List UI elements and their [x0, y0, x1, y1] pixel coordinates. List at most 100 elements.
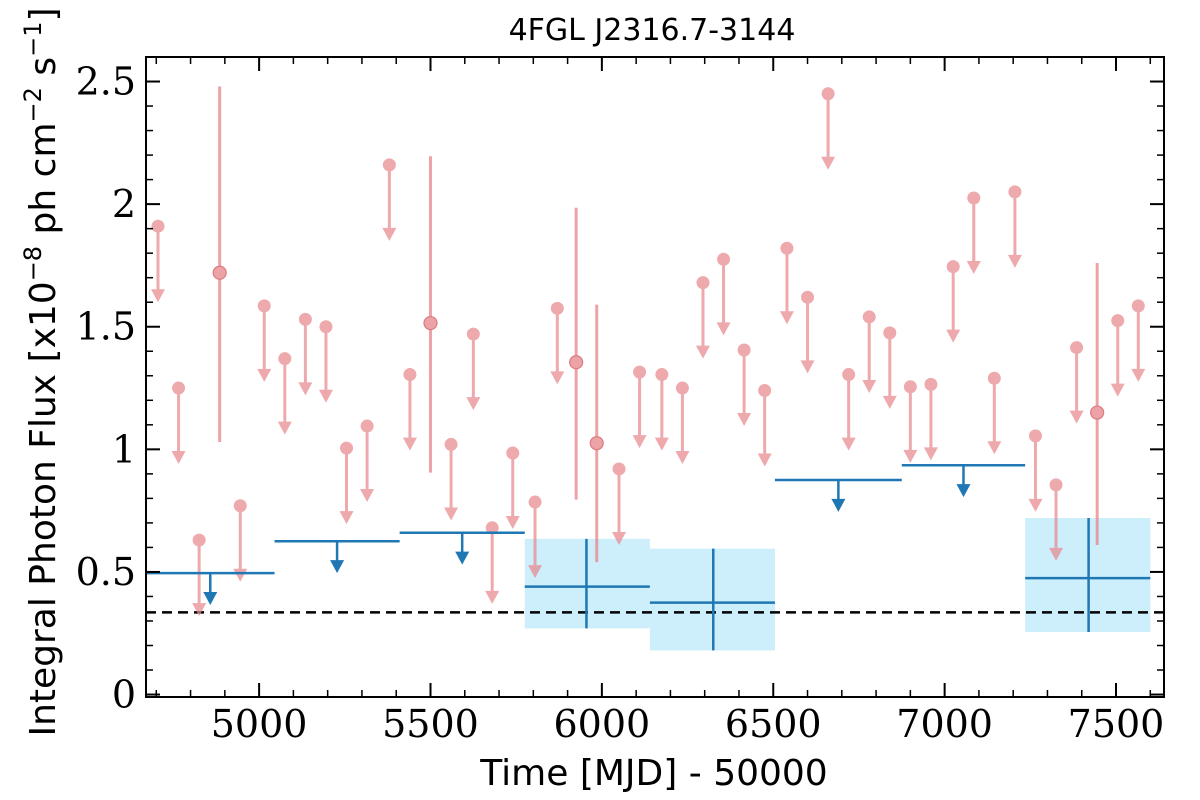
short-bin-upper-limit-arrow — [339, 511, 354, 525]
short-bin-upper-limit-34 — [946, 260, 961, 343]
short-bin-upper-limit-42 — [1131, 299, 1146, 382]
short-bin-upper-limit-4 — [257, 299, 272, 382]
short-bin-detection-4 — [1090, 262, 1105, 545]
short-bin-upper-limit-1 — [171, 381, 186, 465]
short-bin-upper-limit-33 — [923, 377, 938, 461]
short-bin-upper-limit-14 — [485, 521, 500, 604]
short-bin-upper-limit-32 — [903, 380, 918, 463]
long-bin-upper-limit-arrow — [203, 592, 218, 606]
short-bin-upper-limit-marker — [403, 368, 417, 382]
long-bin-upper-limit-2 — [399, 531, 525, 565]
short-bin-upper-limit-arrow — [737, 413, 752, 427]
short-bin-upper-limit-marker — [946, 260, 960, 274]
y-axis-title-mid2: s — [23, 57, 64, 87]
short-bin-upper-limit-16 — [528, 495, 543, 579]
short-bin-upper-limit-marker — [485, 521, 499, 535]
short-bin-upper-limit-15 — [505, 446, 520, 530]
short-bin-upper-limit-arrow — [257, 368, 272, 382]
short-bin-detection-marker — [589, 436, 604, 451]
short-bin-upper-limit-arrow — [528, 565, 543, 579]
short-bin-upper-limit-arrow — [382, 227, 397, 241]
short-bin-upper-limit-arrow — [402, 437, 417, 451]
short-bin-upper-limit-marker — [967, 191, 981, 205]
short-bin-upper-limit-marker — [151, 219, 165, 233]
short-bin-upper-limit-marker — [192, 533, 206, 547]
short-bin-upper-limit-marker — [758, 383, 772, 397]
short-bin-upper-limit-arrow — [946, 329, 961, 343]
short-bin-upper-limit-arrow — [654, 437, 669, 451]
short-bin-upper-limit-marker — [675, 381, 689, 395]
chart-title: 4FGL J2316.7-3144 — [509, 13, 796, 48]
long-bin-upper-limit-3 — [774, 478, 902, 512]
short-bin-upper-limit-marker — [550, 301, 564, 315]
short-bin-upper-limit-arrow — [903, 449, 918, 463]
short-bin-upper-limit-marker — [633, 365, 647, 379]
x-tick-label: 6500 — [725, 702, 822, 746]
long-bin-detection-0 — [524, 538, 650, 629]
short-bin-upper-limit-arrow — [821, 156, 836, 170]
short-bin-upper-limit-arrow — [466, 397, 481, 411]
short-bin-upper-limit-marker — [1049, 478, 1063, 492]
short-bin-upper-limit-arrow — [716, 322, 731, 336]
short-bin-upper-limit-arrow — [505, 516, 520, 530]
short-bin-upper-limit-27 — [800, 290, 815, 374]
short-bin-upper-limit-arrow — [987, 441, 1002, 455]
short-bin-upper-limit-marker — [360, 419, 374, 433]
short-bin-upper-limit-marker — [903, 380, 917, 394]
short-bin-upper-limit-marker — [1028, 429, 1042, 443]
y-axis-title: Integral Photon Flux [x10−8 ph cm−2 s−1] — [19, 7, 64, 736]
short-bin-detection-marker — [569, 355, 584, 370]
short-bin-upper-limit-arrow — [800, 360, 815, 374]
y-tick-label: 2 — [112, 182, 136, 226]
short-bin-upper-limit-arrow — [298, 382, 313, 396]
short-bin-upper-limit-marker — [257, 299, 271, 313]
y-axis-title-exp3: −1 — [19, 22, 47, 57]
short-bin-upper-limit-marker — [506, 446, 520, 460]
y-tick-label: 2.5 — [76, 60, 136, 104]
short-bin-upper-limit-marker — [1070, 341, 1084, 355]
short-bin-upper-limit-arrow — [966, 261, 981, 275]
short-bin-upper-limit-10 — [382, 158, 397, 241]
short-bin-upper-limit-7 — [318, 320, 333, 403]
x-tick-label: 5000 — [211, 702, 308, 746]
short-bin-upper-limit-36 — [987, 371, 1002, 455]
short-bin-upper-limit-12 — [444, 437, 459, 521]
short-bin-upper-limit-marker — [655, 368, 669, 382]
y-axis-title-exp1: −8 — [19, 246, 47, 281]
long-bin-upper-limit-1 — [274, 540, 400, 574]
short-bin-upper-limit-arrow — [444, 507, 459, 521]
short-bin-upper-limit-31 — [882, 326, 897, 409]
short-bin-upper-limit-26 — [779, 241, 794, 325]
y-axis-title-end: ] — [23, 7, 64, 21]
short-bin-upper-limit-marker — [862, 310, 876, 324]
short-bin-upper-limit-29 — [841, 368, 856, 451]
short-bin-upper-limit-arrow — [862, 379, 877, 393]
short-bin-upper-limit-arrow — [923, 447, 938, 461]
short-bin-upper-limit-5 — [277, 352, 292, 435]
short-bin-upper-limit-marker — [1111, 314, 1125, 328]
y-axis-title-exp2: −2 — [19, 87, 47, 122]
ticks-layer: 5000 5500 6000 6500 7000 7500 0 0.5 1 1.5 2 2.5 — [76, 57, 1164, 746]
y-tick-label: 1.5 — [76, 305, 136, 349]
short-bin-upper-limit-arrow — [612, 531, 627, 545]
short-bin-upper-limit-arrow — [1007, 254, 1022, 268]
short-bin-upper-limit-arrow — [757, 453, 772, 467]
short-bin-upper-limit-marker — [612, 462, 626, 476]
short-bin-upper-limit-19 — [632, 365, 647, 449]
x-tick-label: 7000 — [896, 702, 993, 746]
short-bin-upper-limit-3 — [233, 499, 248, 582]
short-bin-upper-limit-marker — [1008, 185, 1022, 199]
short-bin-upper-limit-arrow — [632, 435, 647, 449]
plot-frame — [145, 56, 1165, 698]
short-bin-detection-3 — [589, 304, 604, 563]
long-bin-upper-limit-4 — [901, 464, 1026, 498]
short-bin-upper-limit-arrow — [1069, 410, 1084, 424]
short-bin-detection-1 — [423, 156, 438, 473]
short-bin-upper-limit-arrow — [360, 489, 375, 503]
short-bin-upper-limit-marker — [382, 158, 396, 172]
short-bin-upper-limit-marker — [696, 276, 710, 290]
short-bin-upper-limit-marker — [233, 499, 247, 513]
short-bin-detection-marker — [212, 265, 227, 280]
short-bin-upper-limit-marker — [780, 241, 794, 255]
